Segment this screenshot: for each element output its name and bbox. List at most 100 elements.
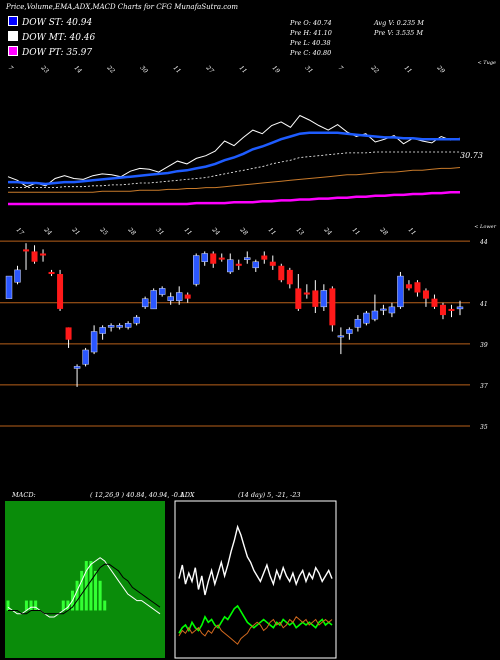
ema-date-label: 11 xyxy=(403,64,413,74)
candle-body xyxy=(312,290,319,307)
candle-body xyxy=(31,251,38,262)
candle-body xyxy=(124,323,132,328)
candle-body xyxy=(150,290,157,310)
legend-label-pt: DOW PT: 35.97 xyxy=(22,48,93,58)
candle-body xyxy=(380,308,387,311)
legend-label-st: DOW ST: 40.94 xyxy=(22,18,93,28)
candle-body xyxy=(167,296,174,301)
price-date-label: 11 xyxy=(183,226,193,236)
candle-body xyxy=(303,292,310,295)
ohlc-pre-volume: Pre V: 3.535 M xyxy=(374,29,424,37)
ema-date-label: 22 xyxy=(105,64,116,75)
candle-body xyxy=(278,265,285,281)
candle-body xyxy=(354,318,362,328)
price-date-label: 21 xyxy=(70,226,81,237)
candle-body xyxy=(456,306,464,310)
price-tick-label: 41 xyxy=(479,301,488,308)
ema-date-label: 7 xyxy=(337,64,345,72)
macd-histogram-bar xyxy=(29,600,33,611)
macd-histogram-bar xyxy=(6,600,10,611)
candle-body xyxy=(431,298,438,307)
candle-body xyxy=(99,327,106,334)
candle-body xyxy=(23,249,30,252)
ohlc-open: Pre O: 40.74 xyxy=(290,19,332,27)
candle-body xyxy=(244,257,251,260)
candle-body xyxy=(141,298,149,308)
legend-swatch-mt xyxy=(8,31,18,41)
candle-body xyxy=(82,349,89,365)
candle-body xyxy=(48,271,55,275)
candle-body xyxy=(337,335,345,338)
candle-body xyxy=(235,263,242,266)
candle-body xyxy=(397,275,404,308)
ema-date-label: 29 xyxy=(435,64,446,75)
price-date-label: 24 xyxy=(42,226,53,237)
macd-title: MACD: xyxy=(11,491,36,499)
ema-series-line xyxy=(8,131,460,186)
ema-date-label: 31 xyxy=(304,64,314,74)
ema-date-label: 23 xyxy=(39,64,50,75)
macd-histogram-bar xyxy=(98,580,102,611)
candle-body xyxy=(252,261,259,269)
candle-body xyxy=(286,269,293,285)
candle-body xyxy=(14,269,21,283)
price-date-label: 28 xyxy=(126,226,137,237)
candle-body xyxy=(320,290,328,308)
ohlc-avg-volume: Avg V: 0.235 M xyxy=(374,19,424,27)
ohlc-low: Pre L: 40.38 xyxy=(290,39,331,47)
price-date-label: 11 xyxy=(351,226,361,236)
ema-date-label: 7 xyxy=(7,64,15,72)
legend-dow-st: DOW ST: 40.94 xyxy=(8,16,92,28)
candle-body xyxy=(295,288,302,309)
candle-body xyxy=(439,304,446,316)
adx-title: ADX xyxy=(179,491,195,499)
price-date-label: 11 xyxy=(267,226,277,236)
candle-body xyxy=(269,261,276,266)
price-tick-label: 39 xyxy=(480,342,488,349)
candle-body xyxy=(90,331,98,353)
ema-series-line xyxy=(8,167,461,193)
candle-body xyxy=(193,255,200,285)
ema-date-label: 27 xyxy=(204,64,215,75)
adx-frame xyxy=(174,500,337,659)
price-date-label: 13 xyxy=(295,226,305,236)
legend-label-mt: DOW MT: 40.46 xyxy=(22,33,96,43)
adx-params: (14 day) 5, -21, -23 xyxy=(238,491,301,499)
adx-series-line xyxy=(178,616,333,645)
candle-body xyxy=(184,294,191,299)
macd-histogram-bar xyxy=(66,600,70,611)
candle-body xyxy=(40,253,47,256)
ema-date-label: 30 xyxy=(139,64,149,74)
candle-body xyxy=(133,316,140,324)
candle-body xyxy=(158,288,166,295)
candle-body xyxy=(448,308,455,311)
ema-price-label: 30.73 xyxy=(460,151,483,160)
ema-date-label: 11 xyxy=(238,64,248,74)
candle-body xyxy=(227,259,234,273)
candle-body xyxy=(73,366,81,369)
macd-histogram-bar xyxy=(75,580,79,611)
price-date-label: 25 xyxy=(98,226,109,237)
candle-body xyxy=(57,274,64,309)
candle-body xyxy=(388,306,396,314)
candle-body xyxy=(210,253,217,264)
candle-body xyxy=(107,325,115,328)
price-date-label: 24 xyxy=(210,226,221,237)
adx-series-line xyxy=(178,604,333,634)
price-tick-label: 35 xyxy=(480,424,488,431)
candle-body xyxy=(422,290,429,299)
macd-line xyxy=(7,557,161,618)
legend-swatch-st xyxy=(8,16,18,26)
chart-title: Price,Volume,EMA,ADX,MACD Charts for CFG… xyxy=(6,3,238,11)
ema-series-line xyxy=(8,190,460,206)
candle-body xyxy=(218,257,225,260)
candle-body xyxy=(175,292,183,301)
ema-date-label: 22 xyxy=(369,64,380,75)
macd-histogram-bar xyxy=(84,561,88,611)
ema-date-label: 11 xyxy=(172,64,182,74)
price-tick-label: 44 xyxy=(479,239,488,246)
candle-body xyxy=(116,325,123,328)
candle-body xyxy=(414,282,421,293)
candle-body xyxy=(65,327,72,340)
